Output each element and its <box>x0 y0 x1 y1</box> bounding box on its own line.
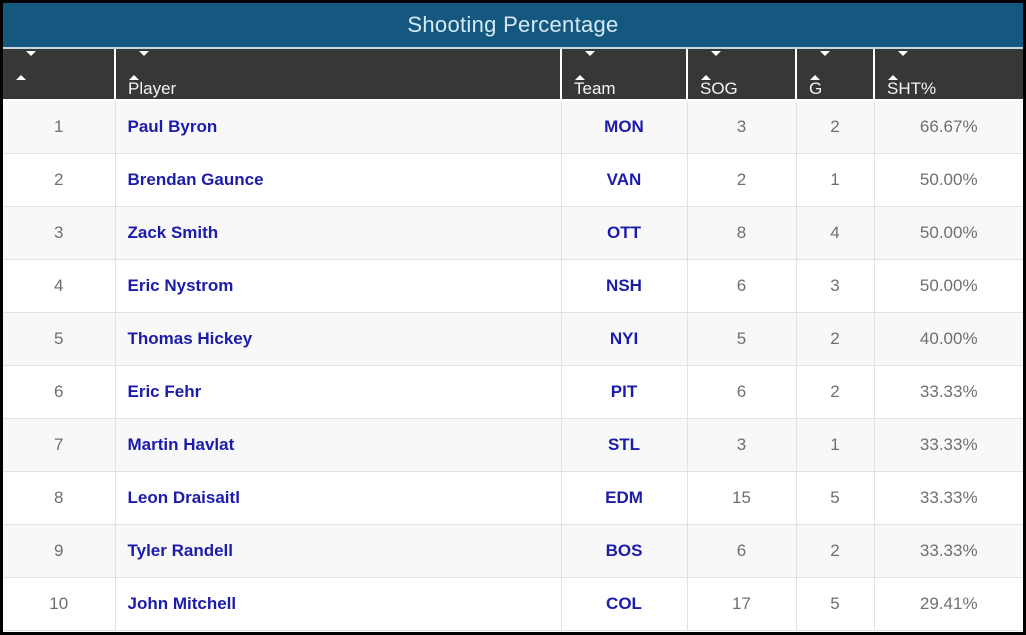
title-bar: Shooting Percentage <box>3 3 1023 49</box>
player-link[interactable]: Martin Havlat <box>115 418 562 472</box>
column-label: SHT% <box>887 79 937 98</box>
table-row: 9 Tyler Randell BOS 6 2 33.33% <box>3 524 1023 578</box>
sht-cell: 29.41% <box>874 577 1023 631</box>
player-link[interactable]: John Mitchell <box>115 577 562 631</box>
column-header-sog[interactable]: SOG <box>687 49 797 101</box>
table-row: 5 Thomas Hickey NYI 5 2 40.00% <box>3 312 1023 366</box>
g-cell: 1 <box>796 418 875 472</box>
sht-cell: 33.33% <box>874 524 1023 578</box>
player-link[interactable]: Thomas Hickey <box>115 312 562 366</box>
rank-cell: 3 <box>3 206 116 260</box>
g-cell: 1 <box>796 153 875 207</box>
table-row: 7 Martin Havlat STL 3 1 33.33% <box>3 418 1023 472</box>
sht-cell: 40.00% <box>874 312 1023 366</box>
table-body: 1 Paul Byron MON 3 2 66.67% 2 Brendan Ga… <box>3 100 1023 631</box>
team-link[interactable]: NYI <box>561 312 688 366</box>
g-cell: 4 <box>796 206 875 260</box>
team-link[interactable]: STL <box>561 418 688 472</box>
team-link[interactable]: VAN <box>561 153 688 207</box>
player-link[interactable]: Paul Byron <box>115 100 562 154</box>
sort-icon <box>701 51 721 80</box>
column-label: SOG <box>700 79 738 98</box>
sht-cell: 33.33% <box>874 365 1023 419</box>
stats-table: Player Team SOG G SHT% <box>3 49 1023 631</box>
g-cell: 5 <box>796 577 875 631</box>
sog-cell: 3 <box>687 100 797 154</box>
table-row: 1 Paul Byron MON 3 2 66.67% <box>3 100 1023 154</box>
column-header-team[interactable]: Team <box>561 49 688 101</box>
column-header-sht[interactable]: SHT% <box>874 49 1023 101</box>
rank-cell: 9 <box>3 524 116 578</box>
sht-cell: 66.67% <box>874 100 1023 154</box>
g-cell: 2 <box>796 365 875 419</box>
team-link[interactable]: BOS <box>561 524 688 578</box>
column-header-rank[interactable] <box>3 49 116 101</box>
sort-icon <box>575 51 595 80</box>
column-header-player[interactable]: Player <box>115 49 562 101</box>
team-link[interactable]: OTT <box>561 206 688 260</box>
g-cell: 3 <box>796 259 875 313</box>
table-row: 4 Eric Nystrom NSH 6 3 50.00% <box>3 259 1023 313</box>
rank-cell: 10 <box>3 577 116 631</box>
sog-cell: 6 <box>687 365 797 419</box>
rank-cell: 5 <box>3 312 116 366</box>
sog-cell: 17 <box>687 577 797 631</box>
sort-icon <box>888 51 908 80</box>
rank-cell: 4 <box>3 259 116 313</box>
table-row: 2 Brendan Gaunce VAN 2 1 50.00% <box>3 153 1023 207</box>
column-label: Player <box>128 79 177 98</box>
column-label: G <box>809 79 823 98</box>
g-cell: 2 <box>796 100 875 154</box>
sht-cell: 50.00% <box>874 259 1023 313</box>
team-link[interactable]: MON <box>561 100 688 154</box>
g-cell: 2 <box>796 524 875 578</box>
sort-icon <box>16 51 36 80</box>
rank-cell: 2 <box>3 153 116 207</box>
team-link[interactable]: COL <box>561 577 688 631</box>
player-link[interactable]: Eric Nystrom <box>115 259 562 313</box>
table-header: Player Team SOG G SHT% <box>3 49 1023 101</box>
table-row: 10 John Mitchell COL 17 5 29.41% <box>3 577 1023 631</box>
sog-cell: 5 <box>687 312 797 366</box>
rank-cell: 1 <box>3 100 116 154</box>
sog-cell: 2 <box>687 153 797 207</box>
g-cell: 5 <box>796 471 875 525</box>
table-row: 8 Leon Draisaitl EDM 15 5 33.33% <box>3 471 1023 525</box>
sht-cell: 50.00% <box>874 153 1023 207</box>
player-link[interactable]: Brendan Gaunce <box>115 153 562 207</box>
sht-cell: 33.33% <box>874 471 1023 525</box>
team-link[interactable]: NSH <box>561 259 688 313</box>
rank-cell: 8 <box>3 471 116 525</box>
page-title: Shooting Percentage <box>407 12 619 37</box>
player-link[interactable]: Zack Smith <box>115 206 562 260</box>
player-link[interactable]: Eric Fehr <box>115 365 562 419</box>
sog-cell: 6 <box>687 524 797 578</box>
sht-cell: 33.33% <box>874 418 1023 472</box>
column-label: Team <box>574 79 616 98</box>
g-cell: 2 <box>796 312 875 366</box>
sort-icon <box>129 51 149 80</box>
player-link[interactable]: Tyler Randell <box>115 524 562 578</box>
sog-cell: 3 <box>687 418 797 472</box>
rank-cell: 6 <box>3 365 116 419</box>
sort-icon <box>810 51 830 80</box>
rank-cell: 7 <box>3 418 116 472</box>
player-link[interactable]: Leon Draisaitl <box>115 471 562 525</box>
column-header-g[interactable]: G <box>796 49 875 101</box>
table-row: 6 Eric Fehr PIT 6 2 33.33% <box>3 365 1023 419</box>
table-row: 3 Zack Smith OTT 8 4 50.00% <box>3 206 1023 260</box>
sog-cell: 8 <box>687 206 797 260</box>
team-link[interactable]: PIT <box>561 365 688 419</box>
team-link[interactable]: EDM <box>561 471 688 525</box>
sog-cell: 15 <box>687 471 797 525</box>
sog-cell: 6 <box>687 259 797 313</box>
sht-cell: 50.00% <box>874 206 1023 260</box>
